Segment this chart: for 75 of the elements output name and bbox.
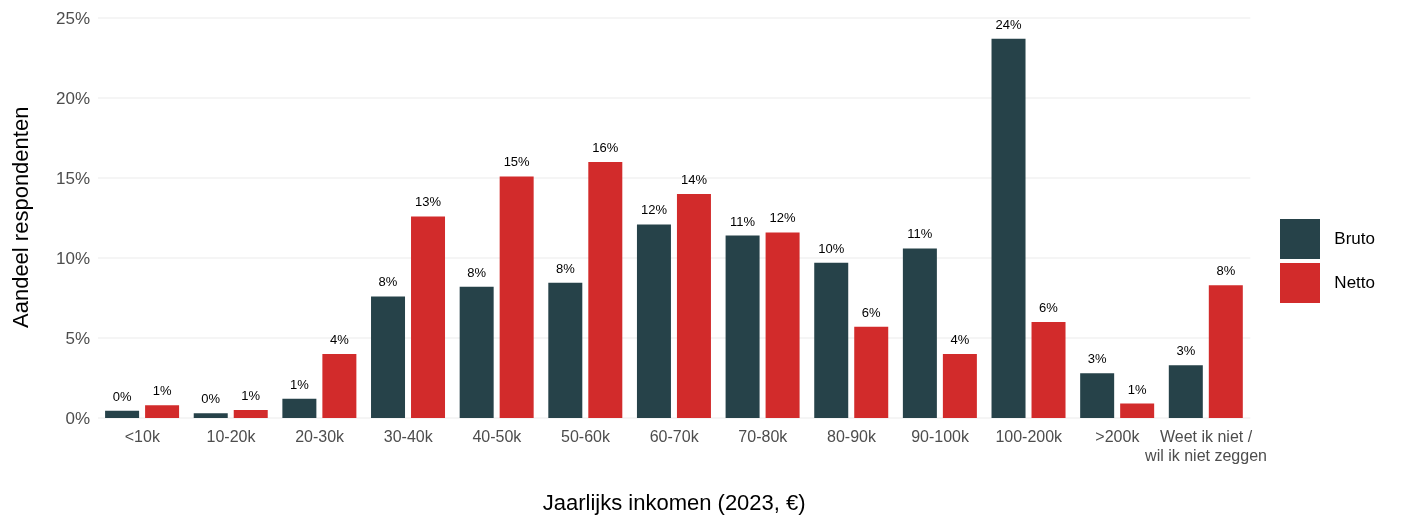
data-label: 4% [329, 332, 350, 347]
data-label: 4% [950, 332, 970, 347]
data-label: 1% [241, 388, 261, 403]
y-tick-label: 5% [65, 329, 90, 349]
bar [1080, 373, 1115, 418]
bar [1208, 285, 1243, 418]
x-tick-label: 70-80k [738, 428, 789, 445]
data-label: 0% [112, 388, 132, 404]
y-tick-label: 25% [55, 9, 90, 29]
data-label: 8% [1216, 263, 1236, 279]
data-label: 13% [415, 194, 442, 210]
bar [991, 38, 1026, 418]
bar [725, 235, 760, 418]
bar [942, 354, 977, 418]
bar [1168, 365, 1203, 418]
y-tick-label: 20% [55, 89, 90, 109]
data-label: 11% [730, 213, 756, 229]
x-tick-label: 40-50k [472, 428, 523, 445]
data-label: 6% [861, 304, 882, 320]
legend-label: Netto [1334, 273, 1375, 293]
bar [193, 413, 228, 418]
legend-label: Bruto [1334, 229, 1375, 249]
y-tick-label: 10% [55, 249, 90, 269]
bar [411, 216, 446, 418]
data-label: 15% [503, 154, 531, 170]
data-label: 16% [592, 140, 619, 155]
bar [233, 410, 268, 418]
bar [902, 248, 937, 418]
bar [588, 162, 623, 418]
x-tick-label: Weet ik niet / wil ik niet zeggen [1144, 428, 1267, 464]
data-label: 8% [555, 260, 576, 276]
x-tick-label: 90-100k [911, 428, 971, 445]
x-tick-label: 50-60k [561, 428, 611, 445]
bar [548, 282, 583, 418]
bar [145, 405, 180, 418]
y-axis-title: Aandeel respondenten [7, 106, 33, 328]
data-label: 3% [1087, 351, 1107, 367]
bar [322, 354, 357, 418]
bar [371, 296, 406, 418]
x-tick-label: 100-200k [995, 428, 1064, 445]
x-tick-label: 80-90k [827, 428, 877, 445]
bar [282, 398, 317, 418]
data-label: 12% [640, 202, 668, 218]
data-label: 1% [1127, 381, 1147, 397]
bar [1120, 403, 1155, 418]
data-label: 1% [289, 376, 310, 392]
data-label: 6% [1039, 300, 1059, 315]
data-label: 0% [201, 391, 221, 407]
bar [459, 286, 494, 418]
data-label: 12% [769, 210, 797, 226]
data-label: 1% [152, 383, 172, 399]
data-label: 11% [907, 226, 933, 242]
y-tick-label: 15% [55, 169, 90, 189]
data-label: 24% [995, 16, 1022, 32]
bar [105, 410, 140, 418]
bar [1031, 322, 1066, 418]
x-tick-label: 20-30k [295, 428, 346, 445]
bar [854, 326, 889, 418]
bar [676, 194, 711, 418]
x-tick-label: >200k [1095, 428, 1141, 445]
bar [765, 232, 800, 418]
bar [636, 224, 671, 418]
x-tick-label: 60-70k [649, 428, 700, 445]
data-label: 10% [818, 240, 845, 256]
x-tick-label: 30-40k [383, 428, 434, 445]
y-tick-label: 0% [65, 409, 90, 429]
bar [499, 176, 534, 418]
x-tick-label: <10k [124, 428, 161, 445]
x-axis-title: Jaarlijks inkomen (2023, €) [542, 490, 806, 515]
data-label: 8% [378, 274, 398, 290]
data-label: 14% [680, 172, 708, 187]
bar [814, 262, 849, 418]
x-tick-label: 10-20k [206, 428, 257, 445]
data-label: 3% [1176, 343, 1196, 359]
data-label: 8% [467, 264, 487, 280]
